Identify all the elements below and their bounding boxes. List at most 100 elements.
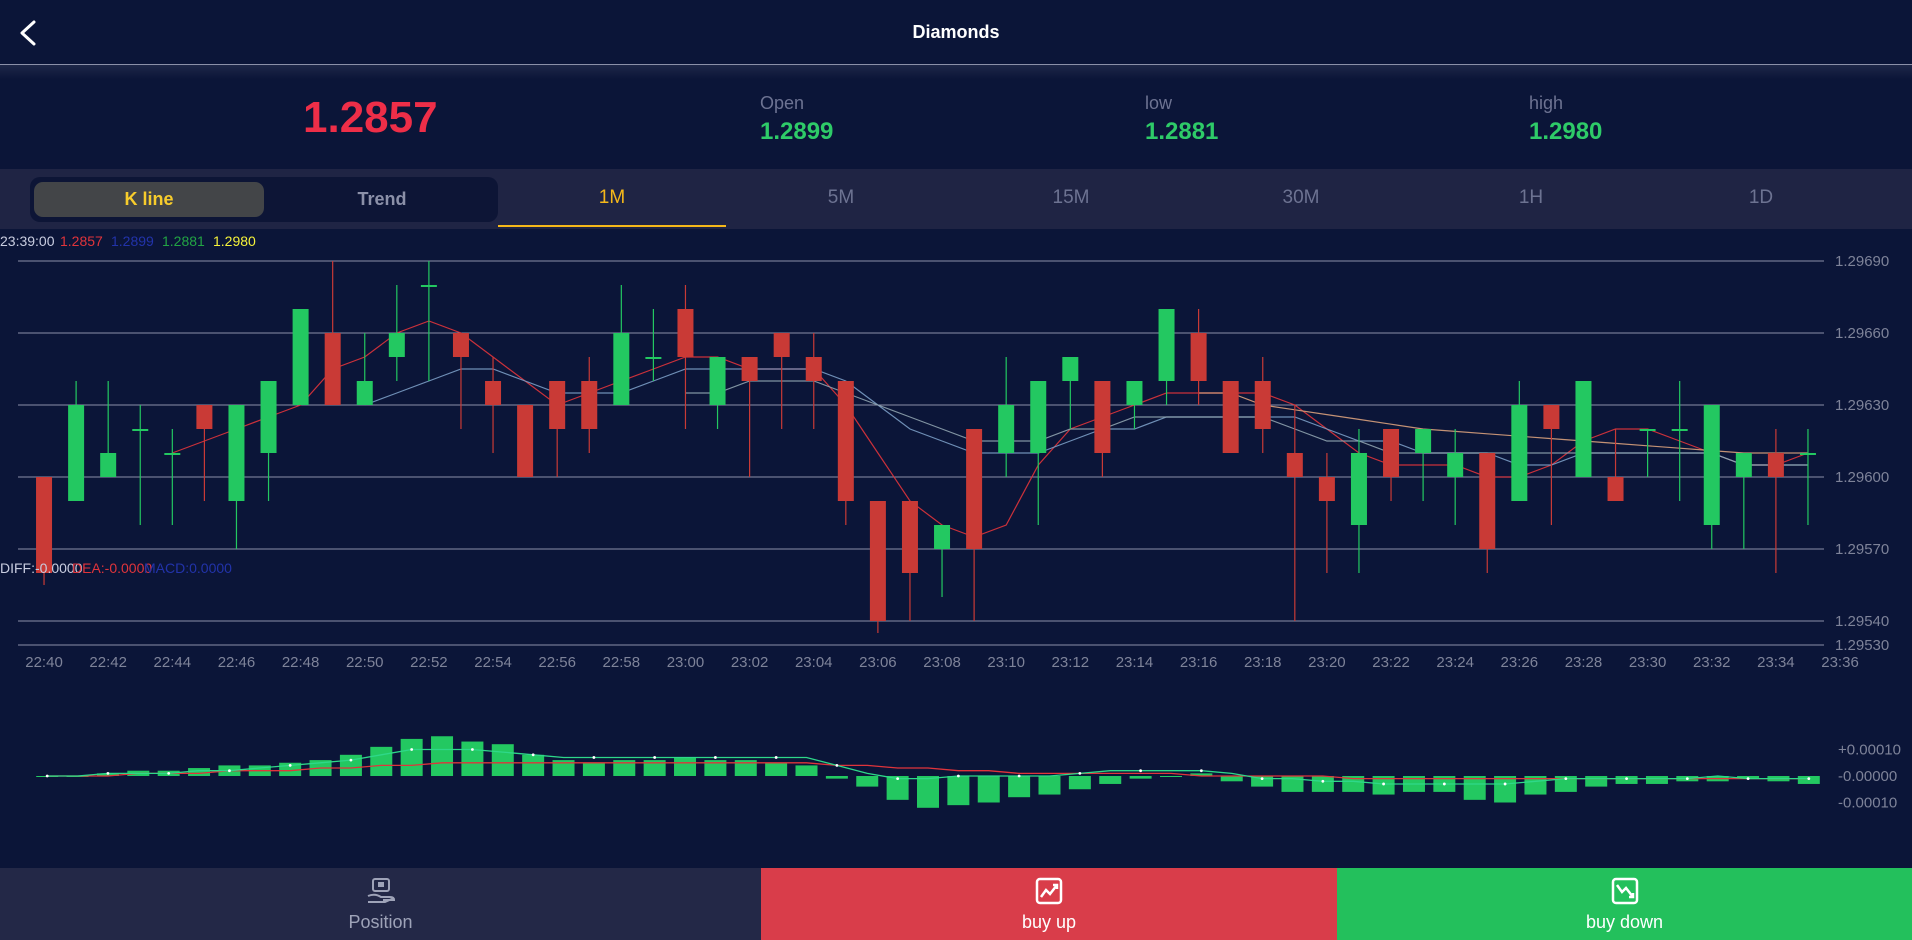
macd-histogram-bar <box>977 776 1000 803</box>
buy-down-label: buy down <box>1585 912 1664 932</box>
macd-histogram-bar <box>461 741 484 776</box>
macd-histogram-bar <box>1099 776 1122 784</box>
diff-point <box>471 748 474 751</box>
candle-body <box>1735 453 1752 477</box>
macd-histogram-bar <box>491 744 514 776</box>
candle-body <box>196 405 213 429</box>
x-tick-label: 22:42 <box>89 654 127 671</box>
candle-body <box>132 429 149 431</box>
x-tick-label: 23:02 <box>731 654 769 671</box>
x-tick-label: 22:54 <box>474 654 512 671</box>
diff-point <box>531 753 535 757</box>
candle-body <box>1799 453 1816 455</box>
position-button[interactable]: Position <box>0 868 761 940</box>
x-tick-label: 22:48 <box>282 654 320 671</box>
diff-line <box>47 748 1809 785</box>
x-tick-label: 23:20 <box>1308 654 1346 671</box>
tab-trend[interactable]: Trend <box>357 189 407 209</box>
candle-body <box>741 357 758 381</box>
candle-body <box>1094 381 1111 453</box>
candle-body <box>517 405 534 477</box>
tab-1h[interactable]: 1H <box>1518 187 1544 208</box>
buy-down-button[interactable]: buy down <box>1337 868 1912 940</box>
macd-histogram-bar <box>522 754 545 776</box>
trend-down-icon <box>1611 877 1638 905</box>
moving-average-line <box>364 368 1808 466</box>
chart-area[interactable]: 23:39:00 1.2857 1.2899 1.2881 1.2980 1.29690 1… <box>0 229 1912 868</box>
macd-legend-label: DEA:-0.0000 <box>72 560 152 576</box>
macd-histogram-bar <box>674 757 697 776</box>
x-tick-label: 23:00 <box>667 654 705 671</box>
tab-5m[interactable]: 5M <box>827 187 855 208</box>
macd-histogram-bar <box>552 760 575 776</box>
candle-body <box>709 357 726 405</box>
macd-histogram-bar <box>947 776 970 806</box>
candle-body <box>677 309 694 357</box>
diff-point <box>713 756 717 759</box>
page-title: Diamonds <box>912 22 1000 42</box>
candle-body <box>356 381 373 405</box>
macd-y-tick-label: -0.00010 <box>1838 795 1897 812</box>
macd-histogram-bar <box>886 776 909 800</box>
x-tick-label: 23:24 <box>1436 654 1474 671</box>
diff-point <box>774 756 778 759</box>
buy-up-button[interactable]: buy up <box>761 868 1337 940</box>
high-label: high <box>1529 93 1564 113</box>
candlestick-chart[interactable]: 23:39:00 1.2857 1.2899 1.2881 1.2980 1.29690 1… <box>0 229 1912 868</box>
y-tick-label: 1.29540 <box>1835 613 1889 630</box>
candle-body <box>966 429 983 549</box>
macd-histogram-bar <box>400 738 423 776</box>
candle-body <box>1607 477 1624 501</box>
candle-body <box>1383 429 1400 477</box>
candle-body <box>1479 453 1496 549</box>
macd-histogram-bar <box>704 760 727 776</box>
macd-histogram-bar <box>856 776 879 787</box>
tab-30m[interactable]: 30M <box>1282 187 1320 208</box>
x-tick-label: 22:56 <box>538 654 576 671</box>
candle-body <box>1158 309 1175 381</box>
candle-body <box>36 477 53 573</box>
y-tick-label: 1.29530 <box>1835 637 1889 654</box>
diff-point <box>1442 782 1446 786</box>
diff-point <box>1807 777 1811 781</box>
x-tick-label: 22:50 <box>346 654 384 671</box>
diff-point <box>228 769 231 773</box>
diff-point <box>1260 777 1264 781</box>
candle-body <box>1639 429 1656 431</box>
last-price: 1.2857 <box>303 93 438 142</box>
x-tick-label: 23:08 <box>923 654 961 671</box>
candle-body <box>901 501 918 573</box>
macd-y-tick-label: -0.00000 <box>1838 768 1897 785</box>
back-button[interactable] <box>14 18 42 48</box>
tab-1d[interactable]: 1D <box>1748 187 1774 208</box>
x-tick-label: 22:58 <box>603 654 641 671</box>
candle-body <box>1222 381 1239 453</box>
x-tick-label: 23:06 <box>859 654 897 671</box>
x-tick-label: 23:04 <box>795 654 833 671</box>
candle-body <box>164 453 181 455</box>
macd-histogram-bar <box>1494 776 1517 803</box>
tab-k-line[interactable]: K line <box>34 182 264 217</box>
macd-histogram-bar <box>1008 776 1031 798</box>
macd-histogram-bar <box>1129 776 1152 779</box>
diff-point <box>1321 779 1325 783</box>
x-tick-label: 23:28 <box>1565 654 1603 671</box>
low-label: low <box>1145 93 1173 113</box>
macd-histogram-bar <box>734 760 757 776</box>
info-value: 1.2881 <box>162 233 205 249</box>
x-tick-label: 22:44 <box>154 654 192 671</box>
y-tick-label: 1.29690 <box>1835 253 1889 270</box>
x-tick-label: 23:26 <box>1501 654 1539 671</box>
candle-body <box>420 285 437 287</box>
tab-15m[interactable]: 15M <box>1052 187 1090 208</box>
candle-body <box>292 309 309 405</box>
candle-body <box>773 333 790 357</box>
macd-histogram-bar <box>917 776 939 808</box>
candle-body <box>260 381 277 453</box>
candle-body <box>1415 429 1432 453</box>
diff-point <box>592 756 596 759</box>
tab-1m[interactable]: 1M <box>498 169 726 227</box>
candle-body <box>1511 405 1528 501</box>
y-tick-label: 1.29570 <box>1835 541 1889 558</box>
diff-point <box>45 774 49 778</box>
